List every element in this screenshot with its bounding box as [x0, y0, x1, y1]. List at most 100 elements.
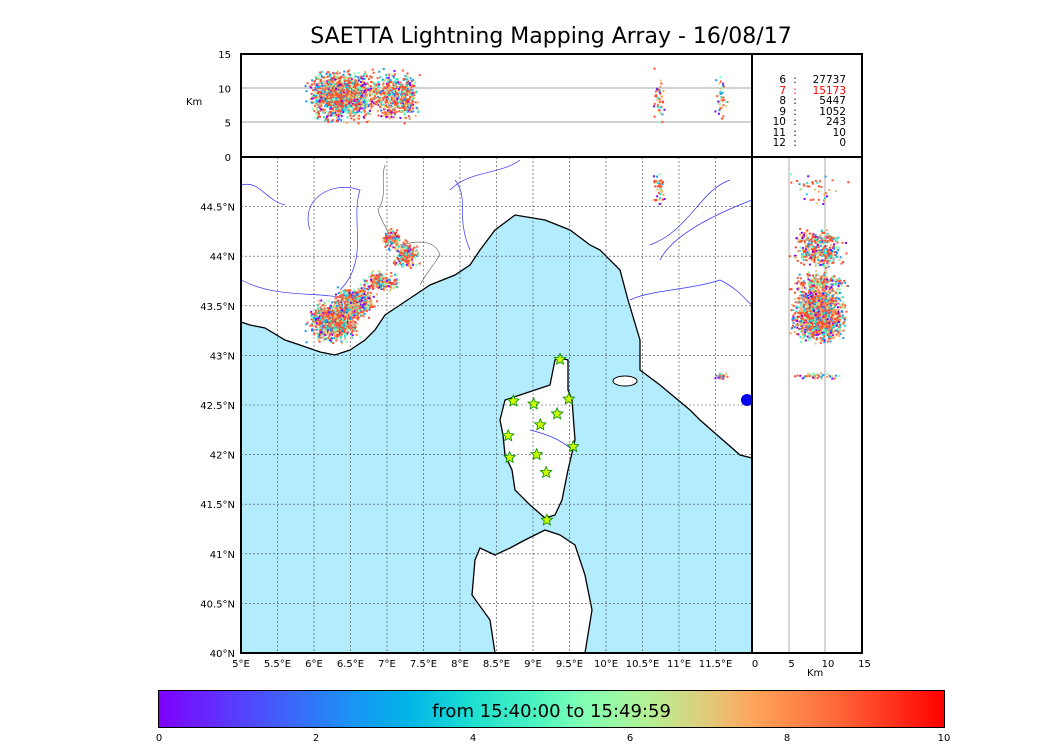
altitude-point [404, 98, 407, 101]
altitude-point [327, 81, 330, 84]
lightning-point [351, 319, 354, 322]
altitude-point [381, 84, 384, 87]
altitude-point [334, 105, 337, 108]
lightning-point [315, 313, 318, 316]
altitude-point [338, 99, 341, 102]
altitude-point [407, 100, 410, 103]
altitude-point [344, 87, 347, 90]
altitude-point [311, 79, 314, 82]
lightning-point [658, 181, 661, 184]
lightning-point [403, 255, 406, 258]
lightning-point [321, 327, 324, 330]
altitude-point [316, 117, 319, 120]
altitude-point [334, 85, 337, 88]
altitude-point [375, 83, 378, 86]
side-point [839, 324, 842, 327]
altitude-point [391, 86, 394, 89]
lightning-point [349, 301, 352, 304]
side-point [835, 333, 838, 336]
side-point [795, 333, 798, 336]
lightning-point [343, 318, 346, 321]
altitude-point [402, 96, 405, 99]
altitude-point [356, 108, 359, 111]
altitude-point [658, 121, 661, 124]
altitude-point [661, 100, 664, 103]
lightning-point [352, 312, 355, 315]
altitude-point [345, 98, 348, 101]
altitude-point [331, 82, 334, 85]
lightning-point [385, 280, 388, 283]
altitude-point [363, 86, 366, 89]
lightning-point [338, 326, 341, 329]
side-point [795, 310, 798, 313]
altitude-point [388, 85, 391, 88]
lightning-point [373, 275, 376, 278]
altitude-point [403, 106, 406, 109]
altitude-point [334, 97, 337, 100]
lightning-point [318, 320, 321, 323]
altitude-point [354, 85, 357, 88]
side-point [830, 328, 833, 331]
altitude-point [326, 79, 329, 82]
altitude-point [364, 91, 367, 94]
altitude-point [367, 120, 370, 123]
lightning-point [380, 287, 383, 290]
altitude-point [393, 112, 396, 115]
altitude-point [335, 116, 338, 119]
lightning-point [403, 259, 406, 262]
altitude-point [346, 116, 349, 119]
lightning-point [378, 281, 381, 284]
altitude-point [342, 93, 345, 96]
lightning-point [310, 315, 313, 318]
altitude-point [327, 95, 330, 98]
lightning-point [320, 334, 323, 337]
lightning-point [340, 300, 343, 303]
altitude-point [357, 97, 360, 100]
altitude-point [328, 92, 331, 95]
station-star-icon [566, 439, 580, 453]
lightning-point [382, 275, 385, 278]
side-point [807, 337, 810, 340]
lightning-point [331, 317, 334, 320]
altitude-point [331, 119, 334, 122]
altitude-point [387, 91, 390, 94]
altitude-point [338, 101, 341, 104]
altitude-point [376, 95, 379, 98]
altitude-point [349, 92, 352, 95]
altitude-point [335, 104, 338, 107]
altitude-point [352, 115, 355, 118]
altitude-point [377, 103, 380, 106]
altitude-point [367, 103, 370, 106]
altitude-point [656, 96, 659, 99]
lightning-point [397, 245, 400, 248]
lightning-point [338, 302, 341, 305]
altitude-point [339, 91, 342, 94]
altitude-point [661, 121, 664, 124]
side-point [792, 322, 795, 325]
lightning-point [409, 266, 412, 269]
lightning-point [324, 332, 327, 335]
altitude-point [324, 90, 327, 93]
lightning-point [359, 304, 362, 307]
lightning-point [352, 296, 355, 299]
station-star-icon [550, 406, 564, 420]
altitude-point [320, 78, 323, 81]
lightning-point [323, 330, 326, 333]
altitude-point [345, 99, 348, 102]
altitude-point [341, 96, 344, 99]
side-point [800, 340, 803, 343]
altitude-point [353, 90, 356, 93]
altitude-point [721, 99, 724, 102]
lightning-point [363, 284, 366, 287]
side-point [843, 324, 846, 327]
altitude-point [383, 87, 386, 90]
lightning-point [310, 318, 313, 321]
altitude-point [334, 78, 337, 81]
side-point [827, 325, 830, 328]
altitude-point [319, 87, 322, 90]
lightning-point [402, 253, 405, 256]
lightning-point [656, 185, 659, 188]
lightning-point [310, 312, 313, 315]
lightning-point [407, 250, 410, 253]
altitude-point [340, 101, 343, 104]
